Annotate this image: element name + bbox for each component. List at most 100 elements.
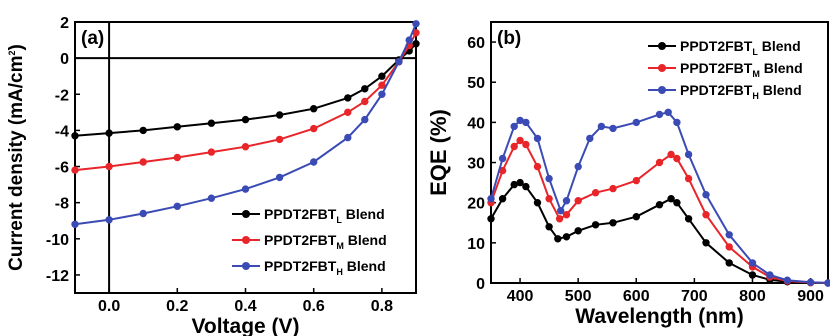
chart-a-series xyxy=(71,20,420,229)
chart-b-series-M-point xyxy=(725,243,733,251)
chart-a-series-M-point xyxy=(241,143,250,151)
chart-a-series-M-point xyxy=(139,158,147,166)
chart-b-series-H-point xyxy=(702,191,710,199)
chart-b-series-L-point xyxy=(684,215,693,223)
chart-a-series-H-point xyxy=(173,202,182,211)
chart-a: 0.0 0.2 0.4 0.6 0.8 2 0 -2 -4 -6 -8 -10 -12 (a) Volt… xyxy=(6,15,420,336)
chart-b-legend-label-name: PPDT2FBT xyxy=(680,82,753,98)
chart-b-series-H-point xyxy=(498,154,507,163)
chart-b-legend-swatch-marker xyxy=(658,42,666,50)
chart-b-series-L-point xyxy=(673,199,681,207)
chart-a-series-H-line xyxy=(74,23,417,226)
chart-b-series-L-point xyxy=(554,235,562,243)
chart-b-legend-label-subscript: H xyxy=(752,91,759,101)
chart-b-legend-label: PPDT2FBTM Blend xyxy=(680,60,803,79)
chart-b-series-M-point xyxy=(684,174,693,183)
chart-a-series-M-point xyxy=(71,166,79,174)
chart-b-series-L-point xyxy=(702,239,710,247)
chart-b-series-H-point xyxy=(684,150,693,159)
chart-a-legend-swatch-marker xyxy=(242,236,250,244)
chart-b-ticks: 400 500 600 700 800 900 0 10 20 30 40 50 60 xyxy=(467,35,824,305)
chart-a-zero-lines xyxy=(75,22,416,293)
chart-a-legend-label: PPDT2FBTL Blend xyxy=(264,206,385,225)
chart-a-series-L-point xyxy=(71,132,79,140)
chart-b-x-axis-label: Wavelength (nm) xyxy=(575,305,743,328)
chart-b-series-H-point xyxy=(574,162,582,171)
chart-b-series-L-point xyxy=(655,201,664,209)
chart-b-series-H-point xyxy=(725,231,733,239)
chart-a-series-H-point xyxy=(378,90,386,99)
chart-b-x-tick-label: 400 xyxy=(507,288,534,305)
chart-b-series-H-point xyxy=(632,118,640,127)
chart-a-series-L-point xyxy=(241,115,250,124)
chart-a-series-M-point xyxy=(344,108,352,117)
chart-a-y-tick-label: -4 xyxy=(55,123,69,140)
chart-b-series-M-point xyxy=(516,136,524,145)
chart-b-series-H-point xyxy=(766,271,774,279)
chart-b-series-H-point xyxy=(609,124,617,133)
chart-b-series-M-point xyxy=(510,142,518,151)
chart-a-y-tick-label: 0 xyxy=(60,51,69,68)
chart-a-series-H-point xyxy=(405,36,413,44)
chart-a-legend-swatch-marker xyxy=(242,262,250,270)
chart-a-series-M-point xyxy=(173,153,182,162)
chart-b-series-H-point xyxy=(664,108,672,117)
chart-b-series-M-point xyxy=(655,158,664,167)
chart-b-series-L-point xyxy=(632,213,640,221)
chart-b-series-M-point xyxy=(702,211,710,219)
chart-b-series-H-point xyxy=(533,134,542,143)
chart-b-series-L-point xyxy=(725,259,733,267)
chart-b: 400 500 600 700 800 900 0 10 20 30 40 50 60 (b) Wave… xyxy=(426,21,830,328)
chart-b-series-M-point xyxy=(632,176,640,185)
chart-b-series-H-point xyxy=(545,174,553,183)
chart-b-x-tick-label: 800 xyxy=(739,288,766,305)
chart-b-y-tick-label: 10 xyxy=(467,236,485,253)
chart-a-x-tick-label: 0.2 xyxy=(166,298,188,315)
chart-b-series-H-point xyxy=(824,279,830,287)
chart-b-legend-swatch-marker xyxy=(658,64,666,72)
chart-a-series-H-point xyxy=(361,115,369,124)
chart-a-legend-label-name: PPDT2FBT xyxy=(264,258,337,274)
chart-b-series-L-point xyxy=(533,199,542,207)
chart-b-series-L-point xyxy=(487,215,495,223)
chart-a-legend-label-subscript: M xyxy=(336,241,344,251)
chart-a-y-axis-label: Current density (mA/cm2) xyxy=(6,44,27,271)
chart-b-series-H-line xyxy=(490,111,829,284)
chart-b-series-L-point xyxy=(522,182,530,191)
chart-a-legend-label-subscript: H xyxy=(336,267,343,277)
chart-b-legend-label-name: PPDT2FBT xyxy=(680,60,753,76)
chart-b-series-H-point xyxy=(748,259,757,267)
chart-a-legend-label-name: PPDT2FBT xyxy=(264,206,337,222)
chart-b-y-tick-label: 60 xyxy=(467,35,485,52)
chart-b-x-tick-label: 600 xyxy=(623,288,650,305)
chart-b-series xyxy=(487,108,830,287)
chart-b-legend-label-suffix: Blend xyxy=(759,82,802,98)
chart-b-series-L-point xyxy=(562,233,571,241)
chart-a-series-M-point xyxy=(105,162,113,171)
chart-b-frame xyxy=(490,21,829,284)
chart-b-y-tick-label: 0 xyxy=(476,276,485,293)
chart-b-series-M-point xyxy=(562,211,571,219)
chart-a-series-H-point xyxy=(344,133,352,142)
chart-b-series-L-point xyxy=(516,178,524,187)
chart-a-series-L-point xyxy=(105,129,113,137)
chart-a-series-L-point xyxy=(412,40,420,48)
chart-a-series-M-point xyxy=(275,135,284,144)
chart-a-series-L-point xyxy=(173,123,182,131)
chart-a-y-axis-label-main: Current density (mA/cm xyxy=(6,55,27,270)
chart-a-series-H-point xyxy=(412,20,420,28)
chart-a-legend-label-subscript: L xyxy=(336,215,342,225)
chart-b-series-H-point xyxy=(655,110,664,119)
chart-a-x-tick-label: 0.0 xyxy=(98,298,120,315)
chart-b-panel-label: (b) xyxy=(497,28,521,49)
chart-b-series-M-point xyxy=(574,197,582,205)
chart-b-series-H-point xyxy=(510,122,518,131)
chart-a-series-M-point xyxy=(378,81,386,89)
chart-a-y-axis-label-end: ) xyxy=(6,44,27,50)
chart-b-series-H-point xyxy=(586,134,594,143)
chart-b-series-L-point xyxy=(545,223,553,231)
chart-a-series-H-point xyxy=(105,216,113,224)
chart-b-series-H-point xyxy=(562,197,571,205)
chart-b-series-L-point xyxy=(574,227,582,235)
